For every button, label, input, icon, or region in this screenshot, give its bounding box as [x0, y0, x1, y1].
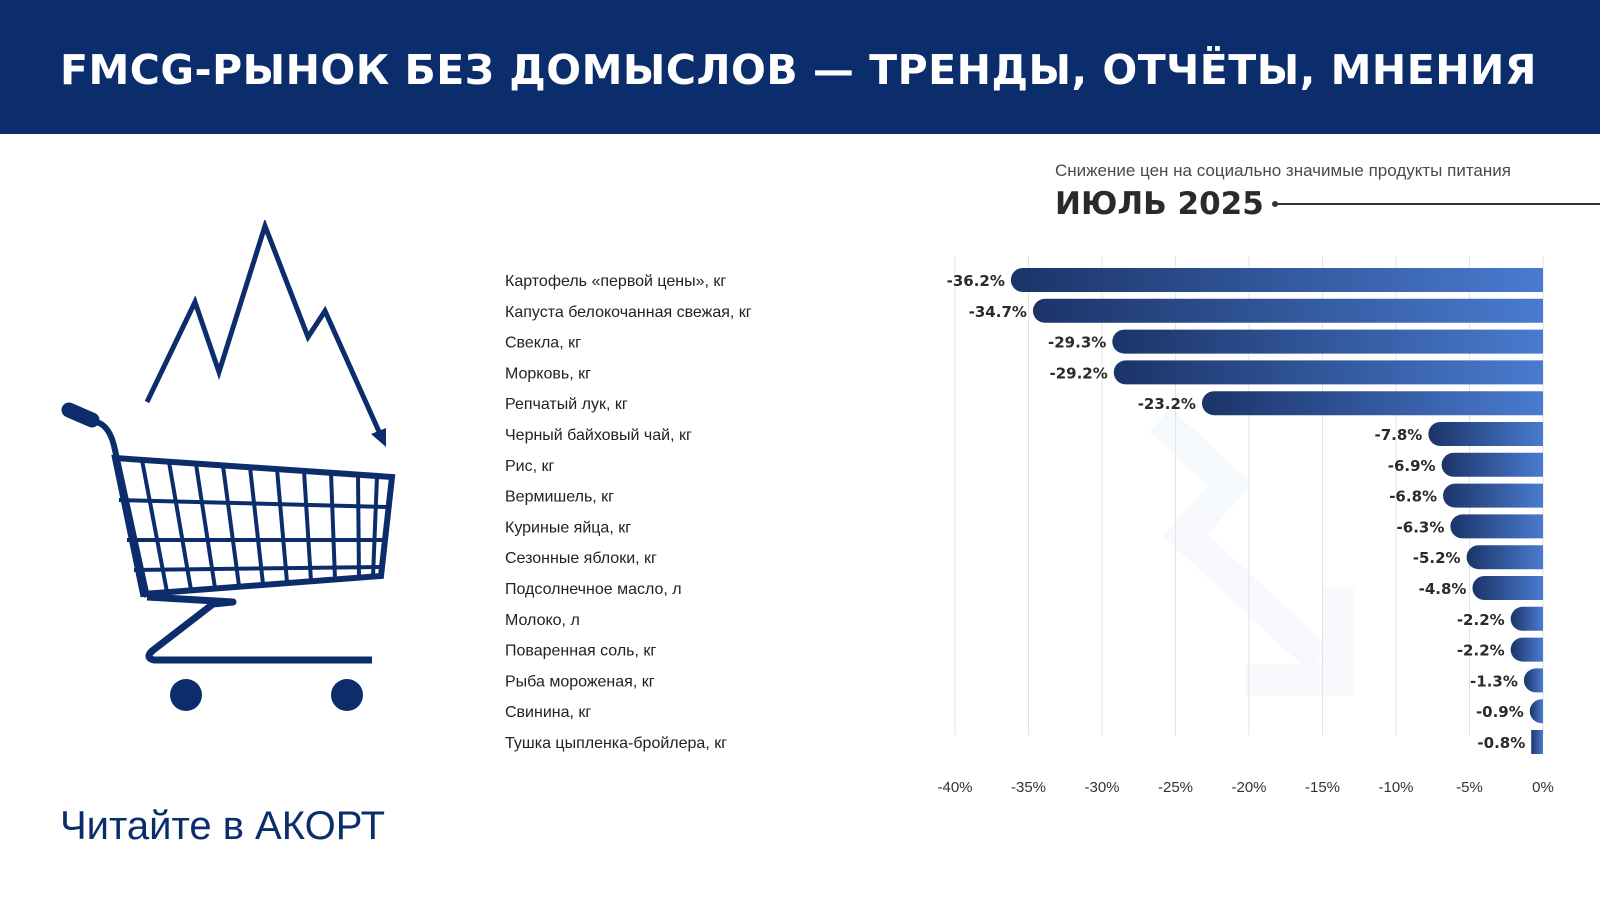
category-label: Рис, кг — [505, 458, 555, 475]
bar — [1523, 668, 1543, 693]
bar — [1510, 637, 1543, 662]
value-label: -34.7% — [969, 303, 1027, 321]
bar — [1510, 606, 1543, 631]
title-pointer-line — [1272, 201, 1600, 206]
bar — [1441, 452, 1543, 477]
x-tick-label: -25% — [1158, 779, 1193, 796]
page-title: FMCG-РЫНОК БЕЗ ДОМЫСЛОВ — ТРЕНДЫ, ОТЧЁТЫ… — [60, 46, 1537, 94]
cart-wheels — [170, 679, 363, 711]
value-label: -29.3% — [1048, 334, 1106, 352]
falling-trend-arrow-icon — [144, 220, 386, 447]
category-label: Морковь, кг — [505, 365, 591, 382]
value-label: -4.8% — [1419, 580, 1467, 598]
shopping-cart-icon — [61, 220, 396, 711]
value-label: -6.3% — [1397, 518, 1445, 536]
value-label: -0.8% — [1477, 734, 1525, 752]
category-label: Рыба мороженая, кг — [505, 673, 655, 690]
bar — [1531, 730, 1543, 754]
value-label: -1.3% — [1470, 672, 1518, 690]
watermark-down-arrow-icon — [1149, 408, 1354, 696]
bar — [1010, 268, 1543, 292]
value-label: -36.2% — [947, 272, 1005, 290]
category-label: Черный байховый чай, кг — [505, 427, 692, 444]
bar — [1443, 483, 1543, 508]
category-label: Тушка цыпленка-бройлера, кг — [505, 735, 727, 752]
x-tick-label: -30% — [1084, 779, 1119, 796]
x-tick-label: -40% — [937, 779, 972, 796]
category-label: Молоко, л — [505, 612, 580, 629]
x-tick-label: -20% — [1231, 779, 1266, 796]
chart-subtitle: ИЮЛЬ 2025 — [1055, 186, 1264, 222]
value-label: -5.2% — [1413, 549, 1461, 567]
value-label: -23.2% — [1138, 395, 1196, 413]
category-label: Свинина, кг — [505, 704, 591, 721]
bar — [1428, 422, 1543, 446]
bar — [1032, 298, 1543, 323]
category-label: Свекла, кг — [505, 335, 581, 352]
category-label: Репчатый лук, кг — [505, 396, 628, 413]
value-label: -6.8% — [1389, 488, 1437, 506]
header-banner: FMCG-РЫНОК БЕЗ ДОМЫСЛОВ — ТРЕНДЫ, ОТЧЁТЫ… — [0, 0, 1600, 134]
bar — [1450, 514, 1543, 539]
labels: -40% -35% -30% -25% -20% -15% -10% -5% 0% Картофе… — [505, 272, 1554, 796]
category-label: Поваренная соль, кг — [505, 643, 656, 660]
bar — [1112, 329, 1543, 354]
category-label: Капуста белокочанная свежая, кг — [505, 304, 752, 321]
category-label: Куриные яйца, кг — [505, 519, 631, 536]
value-label: -29.2% — [1049, 364, 1107, 382]
category-label: Сезонные яблоки, кг — [505, 550, 657, 567]
bar — [1472, 576, 1543, 600]
value-label: -0.9% — [1476, 703, 1524, 721]
read-in-akort-link[interactable]: Читайте в АКОРТ — [60, 804, 386, 848]
bar — [1201, 391, 1543, 416]
value-label: -2.2% — [1457, 642, 1505, 660]
chart-title: Снижение цен на социально значимые проду… — [1055, 161, 1511, 180]
value-label: -6.9% — [1388, 457, 1436, 475]
x-tick-label: -15% — [1305, 779, 1340, 796]
x-tick-label: -35% — [1011, 779, 1046, 796]
category-label: Картофель «первой цены», кг — [505, 273, 726, 290]
bar — [1529, 699, 1543, 724]
x-tick-label: -10% — [1378, 779, 1413, 796]
category-label: Вермишель, кг — [505, 489, 614, 506]
category-label: Подсолнечное масло, л — [505, 581, 682, 598]
bars — [1010, 268, 1543, 754]
value-label: -7.8% — [1375, 426, 1423, 444]
value-label: -2.2% — [1457, 611, 1505, 629]
bar — [1466, 545, 1543, 570]
bar — [1113, 360, 1543, 385]
x-tick-label: -5% — [1456, 779, 1483, 796]
cart-body — [61, 402, 396, 664]
x-tick-label: 0% — [1532, 779, 1554, 796]
